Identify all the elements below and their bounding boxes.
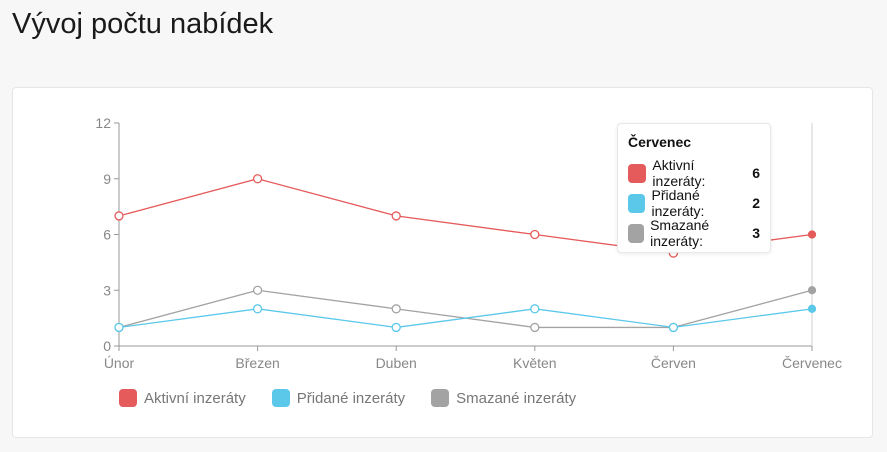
tooltip-value-pridane: 2 — [752, 195, 760, 211]
x-tick-label-1: Březen — [235, 355, 279, 371]
series-2-point-5 — [807, 286, 817, 295]
series-1-point-5 — [807, 304, 817, 313]
legend-label-smazane: Smazané inzeráty — [456, 389, 577, 407]
legend-swatch-pridane — [271, 389, 290, 407]
series-1-point-1 — [252, 304, 263, 314]
x-tick-label-5: Červenec — [782, 355, 842, 371]
x-tick-label-4: Červen — [651, 355, 696, 371]
legend-item-pridane[interactable]: Přidané inzeráty — [271, 389, 406, 407]
chart-legend: Aktivní inzeráty Přidané inzeráty Smazan… — [119, 389, 576, 407]
tooltip-row-pridane: Přidané inzeráty: 2 — [628, 187, 760, 219]
tooltip-title: Červenec — [628, 134, 692, 150]
series-1-point-3 — [530, 304, 540, 314]
x-tick-label-3: Květen — [513, 355, 557, 371]
y-tick-label-4: 12 — [95, 115, 111, 131]
series-0-point-5 — [807, 230, 817, 239]
legend-swatch-aktivni — [119, 389, 137, 407]
legend-item-aktivni[interactable]: Aktivní inzeráty — [119, 389, 246, 407]
tooltip-label-aktivni: Aktivní inzeráty: — [652, 157, 706, 189]
legend-label-aktivni: Aktivní inzeráty — [144, 389, 246, 407]
series-0-point-1 — [252, 174, 263, 184]
series-2-point-1 — [252, 285, 263, 295]
chart-tooltip: Červenec Aktivní inzeráty: 6 Přidané inz… — [617, 123, 771, 253]
series-0-point-0 — [114, 211, 124, 221]
tooltip-value-aktivni: 6 — [752, 165, 760, 181]
tooltip-swatch-aktivni — [628, 163, 647, 183]
chart-card: 0 3 6 9 12 Únor Březen Duben Květen Červen Červene… — [12, 87, 873, 438]
line-chart: 0 3 6 9 12 Únor Březen Duben Květen Červen Červene… — [95, 115, 842, 371]
tooltip-label-smazane: Smazané inzeráty: — [650, 217, 710, 249]
series-1-point-4 — [668, 322, 679, 333]
legend-item-smazane[interactable]: Smazané inzeráty — [431, 389, 576, 407]
page-title: Vývoj počtu nabídek — [12, 8, 274, 40]
y-tick-label-0: 0 — [103, 338, 111, 354]
series-1-point-0 — [114, 322, 124, 333]
tooltip-value-smazane: 3 — [752, 225, 760, 241]
y-tick-label-1: 3 — [103, 282, 111, 298]
series-0-point-3 — [530, 229, 540, 240]
series-line-tail-2 — [673, 289, 813, 329]
y-tick-label-3: 9 — [103, 171, 111, 187]
tooltip-swatch-smazane — [628, 223, 645, 243]
series-2-point-3 — [530, 322, 540, 333]
x-tick-label-0: Únor — [104, 355, 135, 371]
x-tick-label-2: Duben — [376, 355, 417, 371]
tooltip-label-pridane: Přidané inzeráty: — [651, 187, 705, 219]
tooltip-swatch-pridane — [628, 193, 646, 213]
series-1-point-2 — [391, 322, 401, 333]
tooltip-row-smazane: Smazané inzeráty: 3 — [628, 217, 760, 249]
tooltip-row-aktivni: Aktivní inzeráty: 6 — [628, 157, 760, 189]
series-line-tail-1 — [673, 308, 813, 329]
y-tick-label-2: 6 — [103, 227, 111, 243]
series-0-point-2 — [391, 211, 401, 221]
legend-swatch-smazane — [431, 389, 450, 407]
series-2-point-2 — [391, 304, 401, 314]
legend-label-pridane: Přidané inzeráty — [296, 389, 406, 407]
